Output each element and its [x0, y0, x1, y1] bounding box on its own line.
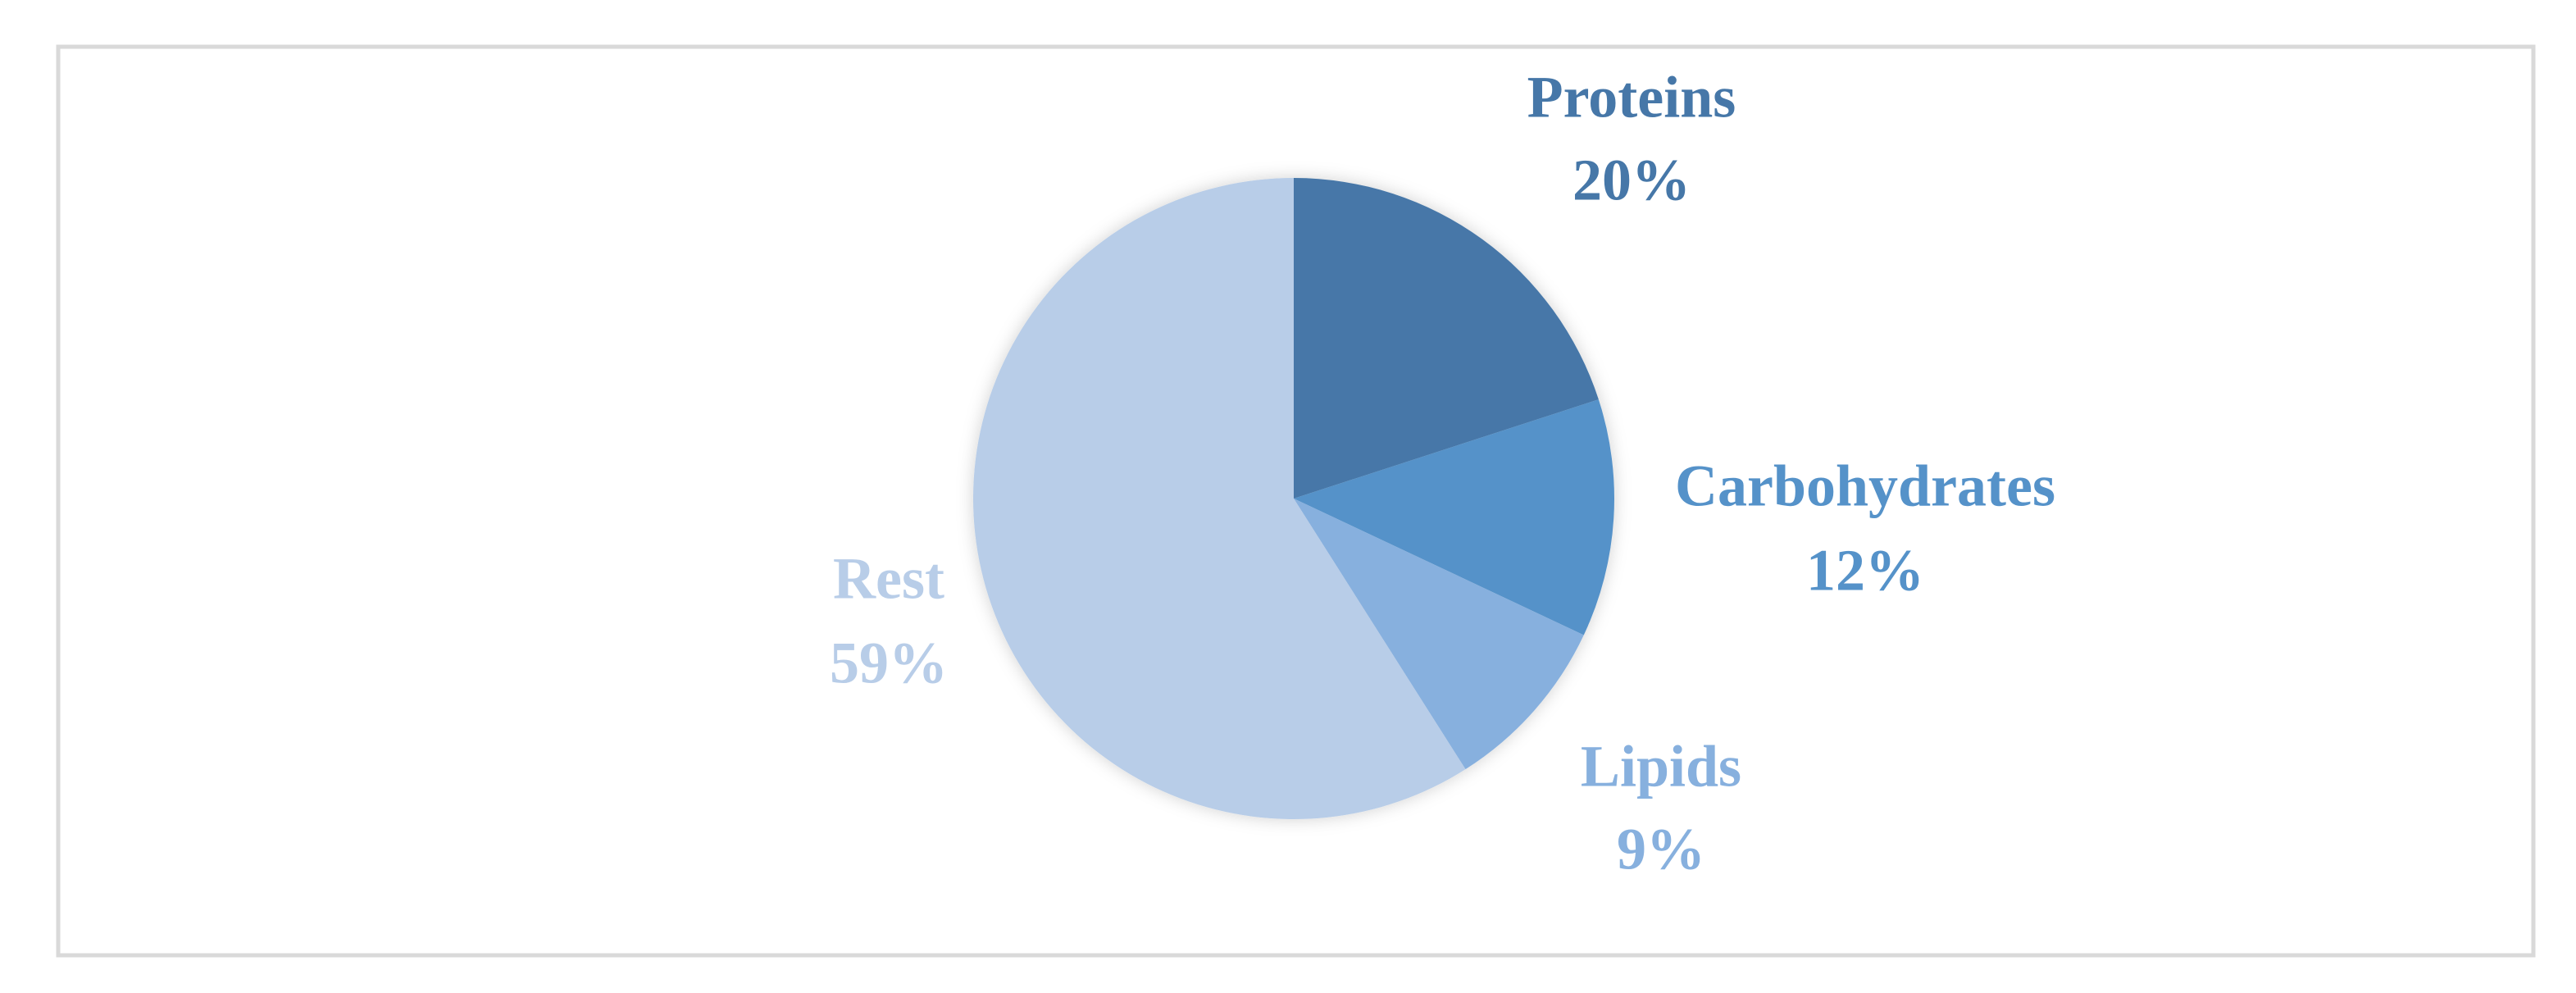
pie-slice	[1294, 499, 1584, 770]
slice-category-label: Rest	[833, 546, 944, 612]
slice-value-label: 9%	[1617, 817, 1705, 882]
pie-slice	[973, 178, 1466, 819]
slice-category-label: Proteins	[1527, 65, 1736, 130]
slice-value-label: 12%	[1806, 538, 1924, 604]
slice-value-label: 20%	[1572, 148, 1691, 213]
pie	[973, 178, 1614, 819]
pie-slice	[1294, 178, 1599, 499]
pie-slice	[1294, 399, 1614, 635]
slice-category-label: Carbohydrates	[1675, 453, 2055, 519]
slice-category-label: Lipids	[1581, 734, 1741, 799]
slice-value-label: 59%	[830, 631, 948, 696]
